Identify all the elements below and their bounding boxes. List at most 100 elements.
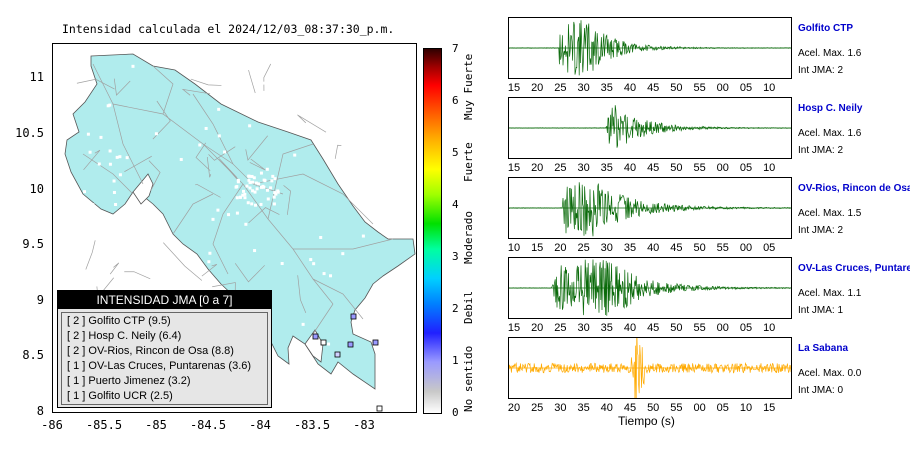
time-tick: 45 bbox=[647, 82, 660, 94]
waveform-time-ticks: 15 20 25 30 35 40 45 50 55 00 05 10 bbox=[508, 162, 790, 176]
station-accel: Acel. Max. 1.1 bbox=[798, 288, 862, 299]
time-tick: 35 bbox=[600, 322, 613, 334]
legend-list: [ 2 ] Golfito CTP (9.5) [ 2 ] Hosp C. Ne… bbox=[61, 312, 268, 405]
waveform-time-ticks: 15 20 25 30 35 40 45 50 55 00 05 10 bbox=[508, 82, 790, 96]
station-name: La Sabana bbox=[798, 343, 849, 354]
station-name: OV-Rios, Rincon de Osa bbox=[798, 183, 910, 194]
time-tick: 00 bbox=[739, 242, 753, 254]
colorbar-tick: 0 bbox=[452, 406, 459, 419]
time-tick: 40 bbox=[647, 242, 660, 254]
time-tick: 50 bbox=[670, 82, 683, 94]
golfo-dulce bbox=[304, 329, 324, 363]
intensity-colorbar bbox=[423, 48, 442, 414]
time-tick: 55 bbox=[693, 322, 706, 334]
time-tick: 30 bbox=[577, 82, 590, 94]
costa-rica-landmass bbox=[64, 53, 416, 390]
station-accel: Acel. Max. 1.5 bbox=[798, 208, 862, 219]
colorbar-label-muy-fuerte: Muy Fuerte bbox=[462, 53, 475, 121]
intensity-legend: INTENSIDAD JMA [0 a 7] [ 2 ] Golfito CTP… bbox=[57, 290, 272, 408]
waveform-panel[interactable] bbox=[508, 257, 792, 319]
time-tick: 45 bbox=[670, 242, 683, 254]
time-tick: 40 bbox=[623, 82, 637, 94]
time-axis-label: Tiempo (s) bbox=[618, 414, 675, 428]
map-y-tick: 9.5 bbox=[22, 237, 44, 251]
station-accel: Acel. Max. 0.0 bbox=[798, 368, 862, 379]
legend-row: [ 1 ] Puerto Jimenez (3.2) bbox=[67, 375, 191, 387]
station-accel: Acel. Max. 1.6 bbox=[798, 128, 862, 139]
station-markers bbox=[312, 313, 383, 412]
station-jma: Int JMA: 1 bbox=[798, 305, 844, 316]
waveform-panel[interactable] bbox=[508, 17, 792, 79]
waveform-time-ticks: 10 15 20 25 30 35 40 45 50 55 00 05 bbox=[508, 242, 790, 256]
station-jma: Int JMA: 2 bbox=[798, 65, 844, 76]
waveform-panel[interactable] bbox=[508, 329, 792, 405]
colorbar-tick: 3 bbox=[452, 250, 459, 263]
legend-row: [ 2 ] Golfito CTP (9.5) bbox=[67, 315, 171, 327]
time-tick: 10 bbox=[763, 322, 776, 334]
map-y-tick: 9 bbox=[36, 293, 44, 307]
time-tick: 20 bbox=[531, 82, 544, 94]
map-title: Intensidad calculada el 2024/12/03_08:37… bbox=[62, 22, 395, 36]
time-tick: 25 bbox=[554, 82, 567, 94]
colorbar-tick: 4 bbox=[452, 198, 459, 211]
time-tick: 35 bbox=[577, 402, 590, 414]
time-tick: 15 bbox=[507, 82, 521, 94]
waveform-panel[interactable] bbox=[508, 177, 792, 239]
legend-row: [ 2 ] OV-Rios, Rincon de Osa (8.8) bbox=[67, 345, 234, 357]
time-tick: 35 bbox=[600, 162, 613, 174]
time-tick: 00 bbox=[716, 162, 729, 174]
time-tick: 05 bbox=[763, 242, 776, 254]
time-tick: 25 bbox=[554, 322, 567, 334]
map-x-tick: -84.5 bbox=[189, 418, 227, 432]
colorbar-label-moderado: Moderado bbox=[462, 211, 475, 264]
time-tick: 50 bbox=[647, 402, 660, 414]
colorbar-tick: 2 bbox=[452, 302, 459, 315]
waveform-time-ticks: 20 25 30 35 40 45 50 55 00 05 10 15 bbox=[508, 402, 790, 416]
time-tick: 45 bbox=[647, 162, 660, 174]
time-tick: 20 bbox=[554, 242, 567, 254]
time-tick: 50 bbox=[670, 162, 683, 174]
map-x-tick: -85 bbox=[145, 418, 167, 432]
time-tick: 10 bbox=[763, 162, 776, 174]
time-tick: 15 bbox=[507, 322, 521, 334]
time-tick: 35 bbox=[600, 82, 613, 94]
time-tick: 10 bbox=[763, 82, 776, 94]
time-tick: 55 bbox=[716, 242, 729, 254]
map-x-tick: -83.5 bbox=[293, 418, 331, 432]
time-tick: 55 bbox=[693, 82, 706, 94]
waveform-panel[interactable] bbox=[508, 97, 792, 159]
road-network bbox=[76, 63, 394, 335]
time-tick: 30 bbox=[577, 162, 590, 174]
time-tick: 35 bbox=[623, 242, 637, 254]
time-tick: 05 bbox=[716, 402, 729, 414]
time-tick: 30 bbox=[554, 402, 567, 414]
time-tick: 05 bbox=[739, 162, 753, 174]
map-x-tick: -83 bbox=[353, 418, 375, 432]
time-tick: 25 bbox=[554, 162, 567, 174]
waveform-trace bbox=[508, 105, 792, 148]
time-tick: 40 bbox=[600, 402, 613, 414]
time-tick: 10 bbox=[739, 402, 753, 414]
map-y-tick: 10.5 bbox=[15, 126, 44, 140]
time-tick: 00 bbox=[716, 322, 729, 334]
time-tick: 15 bbox=[763, 402, 776, 414]
legend-row: [ 1 ] OV-Las Cruces, Puntarenas (3.6) bbox=[67, 360, 252, 372]
waveform-time-ticks: 15 20 25 30 35 40 45 50 55 00 05 10 bbox=[508, 322, 790, 336]
station-jma: Int JMA: 0 bbox=[798, 385, 844, 396]
map-y-tick: 8 bbox=[36, 404, 44, 418]
waveform-trace bbox=[508, 259, 791, 316]
waveform-trace bbox=[508, 20, 791, 76]
time-tick: 20 bbox=[531, 162, 544, 174]
time-tick: 50 bbox=[693, 242, 706, 254]
colorbar-tick: 7 bbox=[452, 42, 459, 55]
colorbar-label-fuerte: Fuerte bbox=[462, 142, 475, 182]
colorbar-tick: 5 bbox=[452, 146, 459, 159]
time-tick: 15 bbox=[531, 242, 544, 254]
time-tick: 10 bbox=[507, 242, 521, 254]
time-tick: 05 bbox=[739, 82, 753, 94]
time-tick: 20 bbox=[531, 322, 544, 334]
time-tick: 00 bbox=[693, 402, 706, 414]
colorbar-label-no-sentido: No sentido bbox=[462, 345, 475, 412]
station-jma: Int JMA: 2 bbox=[798, 225, 844, 236]
time-tick: 45 bbox=[623, 402, 637, 414]
